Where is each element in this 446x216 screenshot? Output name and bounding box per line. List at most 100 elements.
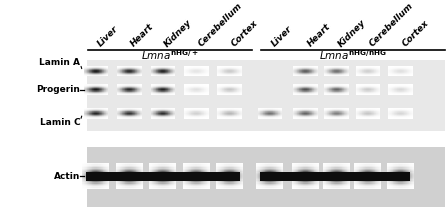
Bar <box>268 184 269 185</box>
Bar <box>339 179 340 181</box>
Bar <box>108 179 109 181</box>
Bar <box>324 186 325 188</box>
Bar <box>192 178 193 179</box>
Bar <box>297 168 298 170</box>
Bar <box>262 174 263 175</box>
Bar <box>409 175 410 177</box>
Bar <box>336 168 337 170</box>
Bar <box>277 174 278 175</box>
Bar <box>259 166 260 167</box>
Bar <box>170 182 171 184</box>
Bar <box>153 173 154 174</box>
Bar <box>315 170 316 171</box>
Bar <box>164 188 165 189</box>
Bar <box>155 185 156 186</box>
Bar <box>123 174 124 175</box>
Bar <box>93 188 94 189</box>
Bar <box>124 170 125 171</box>
Bar <box>125 166 126 167</box>
Bar <box>102 178 103 179</box>
Bar <box>228 166 229 167</box>
Bar <box>150 174 151 175</box>
Bar <box>235 186 236 188</box>
Bar <box>108 177 109 178</box>
Bar <box>403 168 404 170</box>
Bar <box>309 168 310 170</box>
Bar <box>172 168 173 170</box>
Bar <box>131 174 132 175</box>
Bar <box>194 163 195 164</box>
Bar <box>239 166 240 167</box>
Bar <box>260 166 261 167</box>
Bar <box>123 188 124 189</box>
Bar <box>94 170 95 171</box>
Bar <box>202 182 203 184</box>
Bar <box>151 179 152 181</box>
Bar <box>313 181 314 182</box>
Bar <box>388 182 389 184</box>
Bar <box>200 181 201 182</box>
Bar <box>173 177 174 178</box>
Bar <box>303 179 304 181</box>
Bar <box>316 179 317 181</box>
Bar <box>84 174 85 175</box>
Bar <box>233 168 234 170</box>
Bar <box>374 179 375 181</box>
Bar <box>346 164 347 166</box>
Bar <box>399 173 400 174</box>
Bar <box>96 182 97 184</box>
Bar <box>100 167 101 168</box>
Bar <box>174 179 175 181</box>
Bar <box>308 178 309 179</box>
Bar <box>258 175 259 177</box>
Bar <box>168 171 169 173</box>
Bar <box>334 177 335 178</box>
Bar <box>373 173 374 174</box>
Bar <box>272 164 273 166</box>
Bar <box>377 167 378 168</box>
Bar <box>258 163 259 164</box>
Bar <box>96 177 97 178</box>
Bar <box>271 167 272 168</box>
Bar <box>336 170 337 171</box>
Bar <box>152 173 153 174</box>
Bar <box>258 166 259 167</box>
Bar <box>358 188 359 189</box>
Bar <box>326 173 327 174</box>
Bar <box>294 186 295 188</box>
Text: Cortex: Cortex <box>401 19 430 49</box>
Bar <box>257 174 258 175</box>
Bar <box>95 184 96 185</box>
Bar <box>167 184 168 185</box>
Bar <box>140 167 141 168</box>
Bar <box>160 171 161 173</box>
Bar <box>194 167 195 168</box>
Bar <box>346 171 347 173</box>
Bar <box>237 167 238 168</box>
Bar <box>167 179 168 181</box>
Bar <box>195 181 196 182</box>
Bar <box>230 171 231 173</box>
Bar <box>366 175 367 177</box>
Bar <box>338 174 339 175</box>
Bar <box>298 166 299 167</box>
Bar <box>189 188 190 189</box>
Bar <box>205 166 206 167</box>
Bar <box>131 179 132 181</box>
Bar <box>170 181 171 182</box>
Bar <box>163 166 164 167</box>
Bar <box>271 181 272 182</box>
Bar <box>187 185 188 186</box>
Bar <box>403 181 404 182</box>
Bar <box>355 168 356 170</box>
Bar <box>297 178 298 179</box>
Bar <box>358 185 359 186</box>
Bar <box>154 185 155 186</box>
Bar <box>368 178 369 179</box>
Bar <box>133 184 134 185</box>
Bar <box>336 178 337 179</box>
Bar <box>201 178 202 179</box>
Bar <box>119 174 120 175</box>
Bar <box>200 178 201 179</box>
Bar <box>183 178 184 179</box>
